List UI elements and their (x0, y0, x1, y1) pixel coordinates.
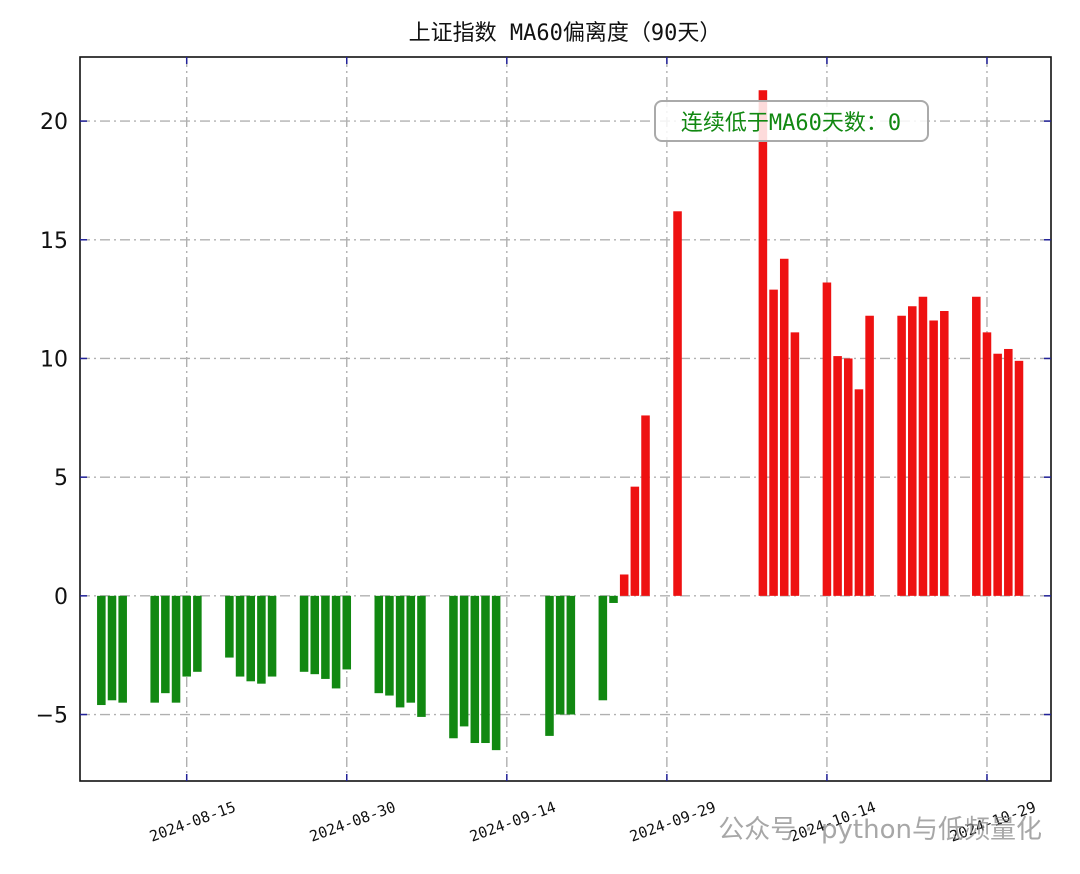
bar (1014, 360, 1024, 596)
bar (267, 595, 277, 677)
y-tick-label: 15 (40, 229, 68, 254)
bar (598, 595, 608, 701)
chart-title: 上证指数 MA60偏离度（90天） (409, 21, 722, 46)
bar (673, 211, 682, 596)
bar (555, 595, 565, 715)
bar (566, 595, 576, 715)
bar (630, 486, 640, 596)
bar (321, 595, 330, 679)
bar (470, 595, 480, 744)
bar (299, 595, 309, 672)
bar (449, 595, 458, 739)
bar (982, 332, 992, 596)
bar (833, 356, 842, 596)
bar (1004, 348, 1013, 596)
y-tick-label: 10 (40, 347, 68, 372)
bar (331, 595, 341, 689)
bar (193, 595, 202, 672)
bar (310, 595, 320, 675)
bar (993, 353, 1002, 596)
bar (854, 389, 864, 596)
bar (491, 595, 501, 751)
bar (118, 595, 127, 703)
bar (97, 595, 106, 706)
bar (908, 306, 917, 596)
bar (225, 595, 234, 658)
bar (918, 296, 928, 596)
plot-frame (79, 56, 1052, 782)
y-tick-label: 5 (54, 466, 68, 491)
bar (395, 595, 405, 708)
bar (235, 595, 245, 677)
bar (641, 415, 650, 596)
bar (609, 595, 618, 603)
bar (385, 595, 394, 696)
bar (459, 595, 469, 727)
bar (246, 595, 255, 682)
bar (257, 595, 266, 684)
x-tick-label: 2024-08-15 (147, 798, 238, 846)
bar (758, 90, 768, 596)
y-tick-label: 20 (40, 110, 68, 135)
bar (779, 258, 789, 596)
bar (481, 595, 490, 744)
x-tick-label: 2024-08-30 (307, 798, 398, 846)
bar (790, 332, 800, 596)
bar (940, 310, 949, 596)
y-tick-label: 0 (54, 585, 68, 610)
bar (897, 315, 906, 596)
bar (619, 574, 629, 596)
bar (150, 595, 159, 703)
x-tick-label: 2024-09-14 (467, 798, 558, 846)
watermark-text: 公众号 · python与低频量化 (718, 815, 1042, 845)
bar (406, 595, 416, 703)
annotation-box: 连续低于MA60天数：0 (654, 100, 929, 142)
bar (171, 595, 181, 703)
bar (107, 595, 117, 701)
bar (374, 595, 384, 694)
bar (769, 289, 778, 596)
bar (822, 282, 832, 596)
bar (545, 595, 554, 736)
bar (182, 595, 191, 677)
bar (929, 320, 938, 596)
bar (972, 296, 981, 596)
bar (342, 595, 352, 670)
x-tick-label: 2024-09-29 (627, 798, 718, 846)
bar (843, 358, 853, 596)
annotation-text: 连续低于MA60天数：0 (681, 111, 901, 136)
bar (161, 595, 170, 694)
bar (865, 315, 874, 596)
annotation-frame (654, 100, 929, 142)
bar (417, 595, 426, 717)
bars-layer (97, 90, 1024, 751)
y-tick-label: −5 (36, 704, 68, 729)
